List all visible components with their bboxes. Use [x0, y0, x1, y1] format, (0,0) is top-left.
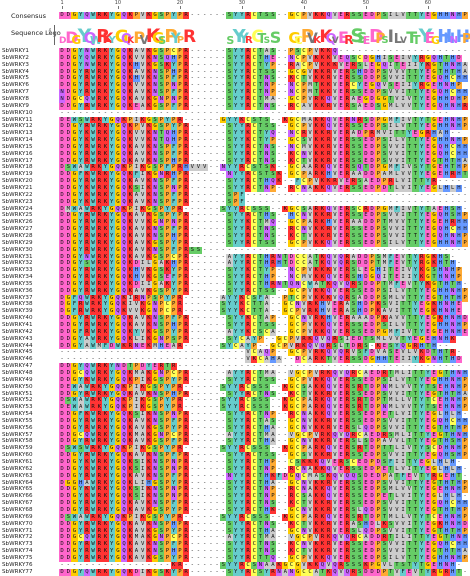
- consensus-label: Consensus: [11, 12, 46, 20]
- logo-axis-line: [54, 25, 55, 45]
- logo-axis: bits: [48, 25, 56, 45]
- consensus-residue: P: [462, 12, 468, 19]
- ruler-tick-mark: [242, 6, 243, 9]
- ruler-tick-mark: [118, 6, 119, 9]
- logo-glyph: S: [270, 30, 276, 46]
- logo-glyph: R: [183, 29, 189, 46]
- ruler-tick-mark: [180, 6, 181, 9]
- logo-axis-label: bits: [48, 28, 52, 34]
- ruler-tick-mark: [304, 6, 305, 9]
- logo-glyph: P: [462, 33, 468, 46]
- ruler-tick-mark: [62, 6, 63, 9]
- ruler-tick-mark: [428, 6, 429, 9]
- sequence-name: SbWRKY77: [2, 569, 33, 576]
- ruler-tick-mark: [366, 6, 367, 9]
